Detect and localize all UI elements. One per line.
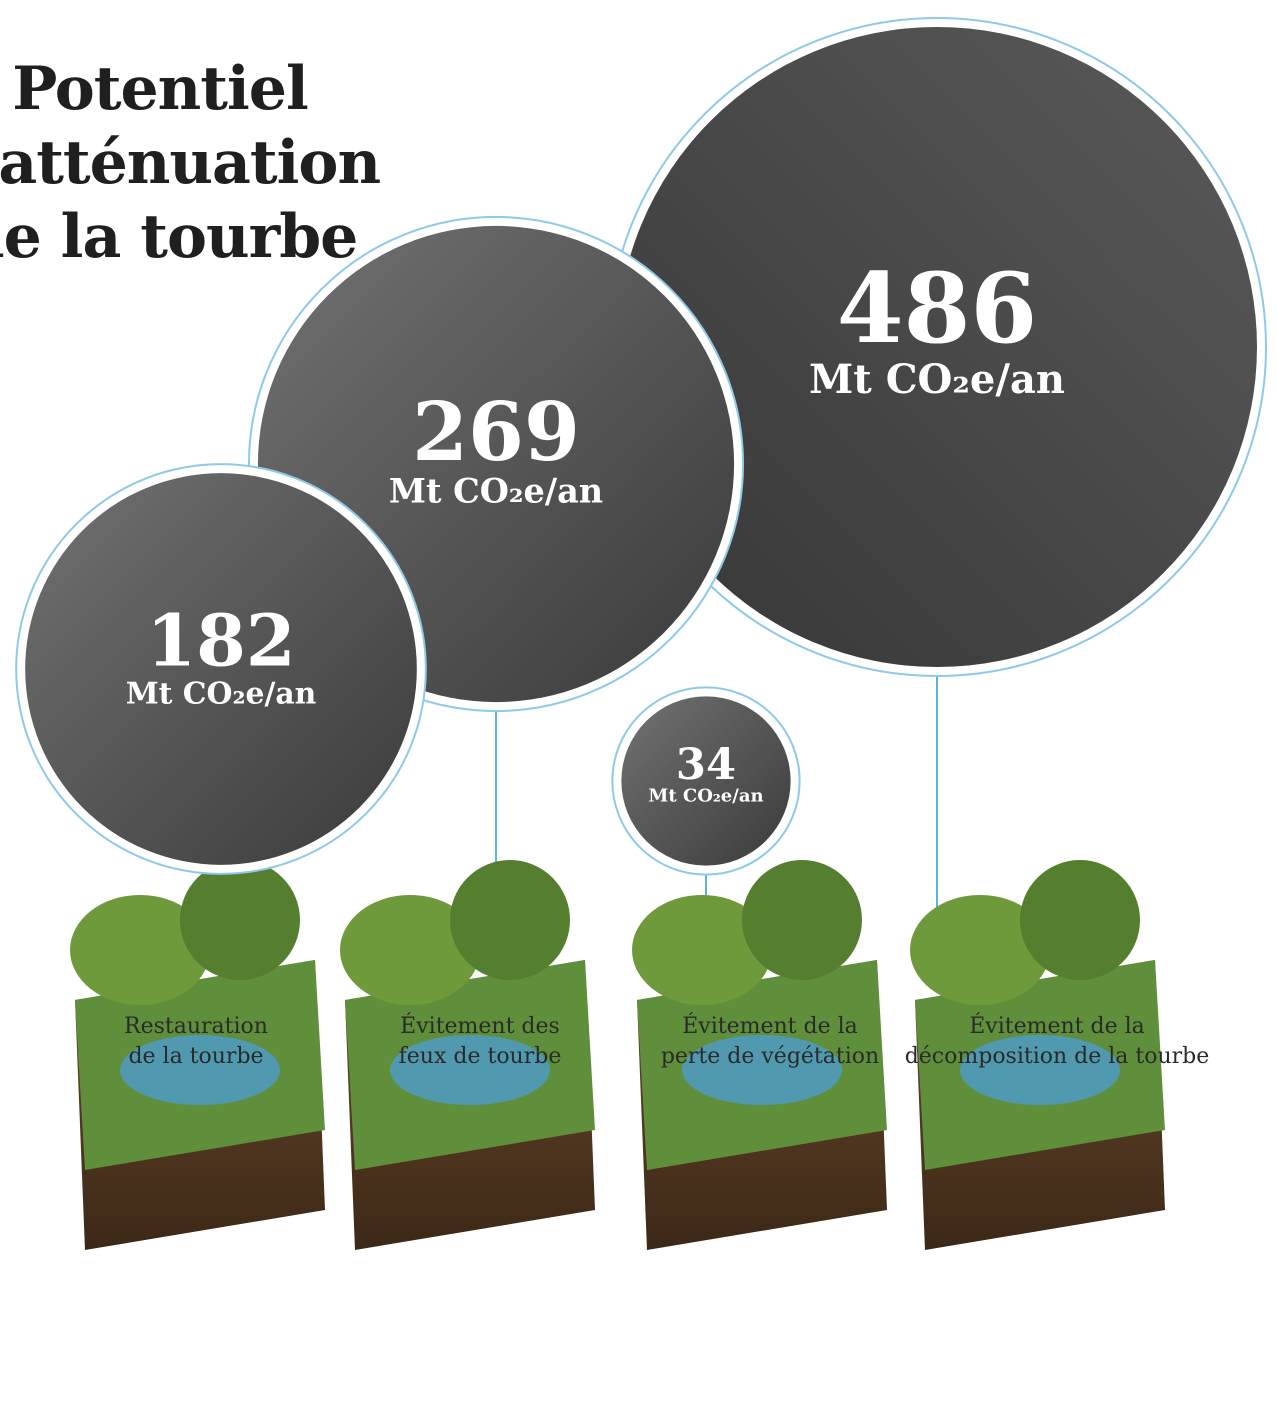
landscape-illustration-2 — [340, 860, 595, 1250]
category-label-line: Évitement de la — [969, 1014, 1145, 1039]
bubble-unit: Mt CO₂e/an — [126, 676, 317, 711]
bubble-circle — [617, 27, 1257, 667]
bubble-value: 486 — [837, 252, 1037, 365]
category-label-line: Évitement de la — [682, 1014, 858, 1039]
category-label-line: Évitement des — [400, 1014, 560, 1039]
landscape-illustration-1 — [70, 860, 325, 1250]
title-line-1: Potentiel — [12, 54, 309, 124]
bubble-value: 182 — [146, 598, 295, 682]
category-label-line: perte de végétation — [660, 1044, 880, 1069]
category-label-line: Restauration — [124, 1014, 268, 1039]
bubble-value: 269 — [412, 385, 580, 479]
chart-title: Potentiel d'atténuation de la tourbe — [0, 52, 381, 274]
title-line-3: de la tourbe — [0, 202, 358, 272]
bubble-unit: Mt CO₂e/an — [389, 472, 603, 511]
landscape-illustration-3 — [632, 860, 887, 1250]
bubble-unit: Mt CO₂e/an — [809, 356, 1065, 403]
category-label-2: Évitement des feux de tourbe — [399, 1012, 562, 1072]
title-line-2: d'atténuation — [0, 128, 381, 198]
landscape-illustration-4 — [910, 860, 1165, 1250]
category-label-1: Restauration de la tourbe — [124, 1012, 268, 1072]
bubble-value: 34 — [676, 739, 736, 790]
category-label-4: Évitement de la décomposition de la tourb… — [905, 1012, 1210, 1072]
category-label-line: feux de tourbe — [398, 1044, 562, 1069]
category-label-3: Évitement de la perte de végétation — [661, 1012, 879, 1072]
category-label-line: de la tourbe — [128, 1044, 264, 1069]
bubble-circle — [25, 473, 417, 865]
bubble-circle — [621, 696, 791, 866]
category-label-line: décomposition de la tourbe — [904, 1044, 1210, 1069]
bubble-unit: Mt CO₂e/an — [648, 786, 763, 807]
